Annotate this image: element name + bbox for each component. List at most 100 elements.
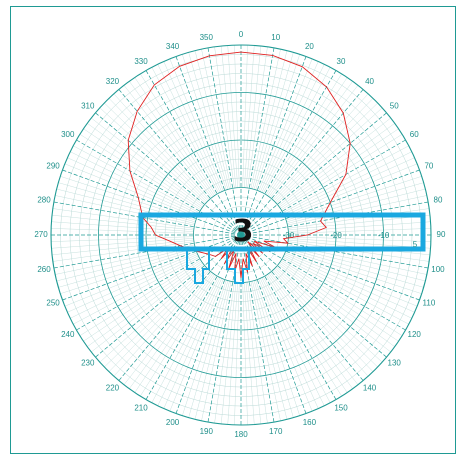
angle-label: 200 bbox=[166, 418, 180, 427]
major-spoke bbox=[207, 234, 242, 423]
minor-spoke bbox=[283, 255, 412, 319]
minor-spoke bbox=[113, 93, 210, 200]
minor-spoke bbox=[134, 274, 215, 393]
minor-ring bbox=[212, 206, 270, 264]
radial-label: -10 bbox=[378, 231, 390, 240]
angle-label: 240 bbox=[61, 330, 75, 339]
minor-spoke bbox=[267, 274, 348, 393]
angle-label: 320 bbox=[106, 77, 120, 86]
major-spoke bbox=[207, 47, 242, 236]
minor-spoke bbox=[288, 221, 431, 232]
angle-label: 100 bbox=[431, 265, 445, 274]
minor-spoke bbox=[64, 163, 198, 218]
minor-spoke bbox=[270, 272, 359, 385]
major-spoke bbox=[240, 234, 387, 358]
minor-spoke bbox=[245, 282, 262, 424]
marker-label: 3 bbox=[233, 214, 254, 249]
angle-labels: 0 10 20 30 40 50 60 70 80 90 100 110 120 130 140 150 160… bbox=[34, 30, 446, 439]
minor-spoke bbox=[194, 281, 230, 420]
minor-spoke bbox=[287, 246, 426, 282]
angle-label: 40 bbox=[365, 77, 374, 86]
minor-spoke bbox=[280, 261, 399, 342]
highlight-box bbox=[138, 212, 426, 252]
minor-spoke bbox=[280, 128, 399, 209]
minor-spoke bbox=[67, 157, 198, 216]
minor-spoke bbox=[279, 262, 395, 347]
angle-label: 80 bbox=[434, 195, 443, 204]
minor-spoke bbox=[273, 98, 374, 201]
minor-spoke bbox=[140, 275, 216, 397]
major-ring bbox=[145, 139, 337, 331]
angle-label: 290 bbox=[46, 162, 60, 171]
minor-spoke bbox=[286, 247, 424, 288]
minor-spoke bbox=[258, 58, 313, 192]
connector-left bbox=[186, 251, 210, 284]
minor-spoke bbox=[104, 267, 207, 368]
minor-spoke bbox=[201, 281, 232, 421]
minor-spoke bbox=[247, 282, 268, 424]
minor-spoke bbox=[287, 188, 426, 224]
angle-label: 210 bbox=[134, 403, 148, 412]
minor-spoke bbox=[288, 214, 430, 231]
angle-label: 310 bbox=[81, 102, 95, 111]
minor-spoke bbox=[253, 52, 294, 190]
minor-spoke bbox=[255, 54, 300, 190]
minor-spoke bbox=[64, 252, 198, 307]
angle-label: 50 bbox=[390, 102, 399, 111]
angle-label: 140 bbox=[363, 383, 377, 392]
minor-ring bbox=[79, 73, 403, 397]
minor-spoke bbox=[52, 214, 194, 231]
minor-spoke bbox=[56, 188, 195, 224]
radial-label: -20 bbox=[330, 231, 342, 240]
angle-label: 60 bbox=[410, 130, 419, 139]
minor-spoke bbox=[273, 269, 374, 372]
angle-label: 70 bbox=[424, 162, 433, 171]
major-spoke bbox=[240, 89, 364, 236]
angle-label: 10 bbox=[271, 33, 280, 42]
connector-right bbox=[226, 251, 250, 284]
minor-spoke bbox=[91, 264, 204, 353]
minor-spoke bbox=[87, 123, 203, 208]
minor-spoke bbox=[70, 151, 199, 215]
minor-spoke bbox=[276, 107, 383, 204]
angle-label: 0 bbox=[239, 30, 244, 39]
minor-spoke bbox=[83, 128, 202, 209]
minor-spoke bbox=[220, 282, 237, 424]
minor-spoke bbox=[255, 280, 300, 416]
major-spoke bbox=[240, 56, 307, 236]
minor-spoke bbox=[151, 276, 219, 403]
major-spoke bbox=[240, 70, 337, 236]
angle-label: 170 bbox=[269, 427, 283, 436]
minor-spoke bbox=[288, 228, 431, 234]
minor-spoke bbox=[242, 282, 248, 425]
minor-spoke bbox=[99, 266, 206, 363]
major-spoke bbox=[53, 201, 242, 236]
minor-spoke bbox=[58, 247, 196, 288]
major-spoke bbox=[76, 139, 242, 236]
angle-label: 230 bbox=[81, 359, 95, 368]
angle-label: 280 bbox=[37, 195, 51, 204]
minor-spoke bbox=[188, 280, 229, 418]
minor-spoke bbox=[108, 98, 209, 201]
major-spoke bbox=[240, 47, 275, 236]
minor-spoke bbox=[284, 254, 415, 313]
angle-label: 90 bbox=[437, 230, 446, 239]
minor-spoke bbox=[253, 280, 294, 418]
minor-spoke bbox=[129, 81, 214, 197]
minor-spoke bbox=[244, 45, 255, 188]
major-spoke bbox=[53, 234, 242, 269]
minor-spoke bbox=[247, 46, 268, 188]
major-spoke bbox=[118, 234, 242, 381]
angle-label: 150 bbox=[334, 403, 348, 412]
minor-spoke bbox=[281, 134, 403, 210]
minor-spoke bbox=[79, 134, 201, 210]
minor-spoke bbox=[188, 52, 229, 190]
radial-labels: -30 -20 -10 bbox=[283, 231, 390, 240]
minor-spoke bbox=[263, 67, 331, 194]
angle-label: 300 bbox=[61, 130, 75, 139]
angle-label: 20 bbox=[305, 42, 314, 51]
minor-spoke bbox=[52, 241, 194, 262]
angle-label: 180 bbox=[234, 430, 248, 439]
angle-label: 350 bbox=[200, 33, 214, 42]
major-spoke bbox=[145, 70, 242, 236]
